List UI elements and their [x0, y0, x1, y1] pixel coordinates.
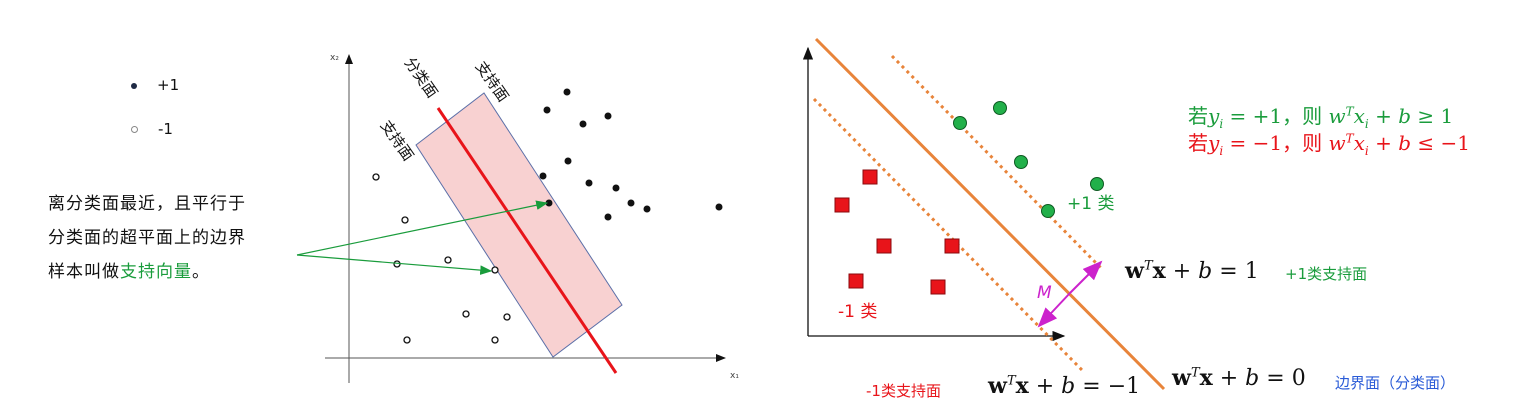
margin-label: M: [1037, 283, 1052, 303]
point-class-pos: [1041, 204, 1055, 218]
eq-rhs-zero: 0: [1291, 366, 1306, 391]
note-arrows: [296, 200, 549, 275]
point-class-neg: [862, 169, 878, 185]
point-negative: [462, 310, 470, 318]
legend-item-pos: +1: [131, 76, 179, 98]
tag-neg-support: -1类支持面: [866, 382, 941, 400]
point-class-neg: [834, 197, 850, 213]
point-class-pos: [953, 116, 967, 130]
point-negative: [372, 173, 380, 181]
point-positive: [564, 157, 572, 165]
point-negative: [503, 313, 511, 321]
point-positive: [604, 213, 612, 221]
legend-dot-pos: [131, 82, 137, 89]
eq-neg-support: wTx + b = −1: [988, 373, 1141, 399]
note-line-3-suffix: 。: [192, 262, 210, 282]
legend-label-pos: +1: [157, 76, 180, 94]
tag-pos-support: +1类支持面: [1285, 265, 1368, 283]
margin-arrow: [1037, 292, 1071, 328]
eq-rhs-neg: −1: [1107, 374, 1141, 399]
point-positive: [627, 199, 635, 207]
cond-neg-sep: ，则: [1282, 131, 1323, 155]
separating-line: [436, 107, 618, 374]
note-line-2: 分类面的超平面上的边界: [48, 228, 246, 248]
left-axes: [325, 54, 726, 383]
support-line-neg: [812, 97, 1084, 372]
legend-label-neg: -1: [158, 120, 173, 138]
point-negative: [491, 336, 499, 344]
margin-band: [415, 92, 623, 358]
left-points: [372, 88, 723, 344]
support-vector-note: 离分类面最近，且平行于 分类面的超平面上的边界 样本叫做支持向量。: [48, 187, 318, 289]
point-positive: [563, 88, 571, 96]
label-plane: 分类面: [401, 54, 442, 101]
point-class-pos: [1014, 155, 1028, 169]
point-negative: [401, 216, 409, 224]
eq-pos-support: wTx + b = 1: [1125, 258, 1259, 284]
note-line-3-prefix: 样本叫做: [48, 262, 120, 282]
point-positive: [604, 112, 612, 120]
point-positive: [643, 205, 651, 213]
point-positive: [539, 172, 547, 180]
point-class-pos: [1090, 177, 1104, 191]
legend: +1 -1: [131, 76, 179, 142]
point-negative: [444, 256, 452, 264]
point-positive: [612, 184, 620, 192]
margin-arrow-up: [1069, 260, 1103, 294]
right-points: [834, 101, 1104, 295]
boundary-line: [814, 37, 1166, 391]
note-line-1: 离分类面最近，且平行于: [48, 194, 246, 214]
label-pos-class: +1 类: [1067, 194, 1114, 214]
cond-pos-prefix: 若: [1188, 104, 1208, 128]
cond-neg-prefix: 若: [1188, 131, 1208, 155]
point-negative: [403, 336, 411, 344]
condition-neg: 若yi = −1，则 wTxi + b ≤ −1: [1188, 131, 1471, 158]
support-line-pos: [890, 54, 1103, 270]
point-class-neg: [876, 238, 892, 254]
right-axes: [802, 46, 1066, 342]
point-class-pos: [993, 101, 1007, 115]
note-highlight: 支持向量: [120, 262, 192, 282]
cond-pos-sep: ，则: [1282, 104, 1323, 128]
point-negative: [491, 266, 499, 274]
eq-rhs-pos: 1: [1244, 259, 1259, 284]
point-positive: [715, 203, 723, 211]
label-neg-class: -1 类: [838, 302, 877, 322]
point-class-neg: [944, 238, 960, 254]
axis-x-label: x₁: [730, 371, 739, 381]
point-class-neg: [930, 279, 946, 295]
label-support-lower: 支持面: [377, 117, 418, 164]
condition-pos: 若yi = +1，则 wTxi + b ≥ 1: [1188, 104, 1454, 131]
tag-boundary: 边界面（分类面）: [1335, 374, 1456, 392]
point-positive: [585, 179, 593, 187]
eq-boundary: wTx + b = 0: [1172, 365, 1306, 391]
point-positive: [543, 106, 551, 114]
note-line-3: 样本叫做支持向量。: [48, 255, 318, 289]
point-positive: [579, 120, 587, 128]
legend-dot-neg: [131, 126, 138, 133]
point-class-neg: [848, 273, 864, 289]
legend-item-neg: -1: [131, 120, 179, 142]
axis-y-label: x₂: [330, 53, 339, 63]
